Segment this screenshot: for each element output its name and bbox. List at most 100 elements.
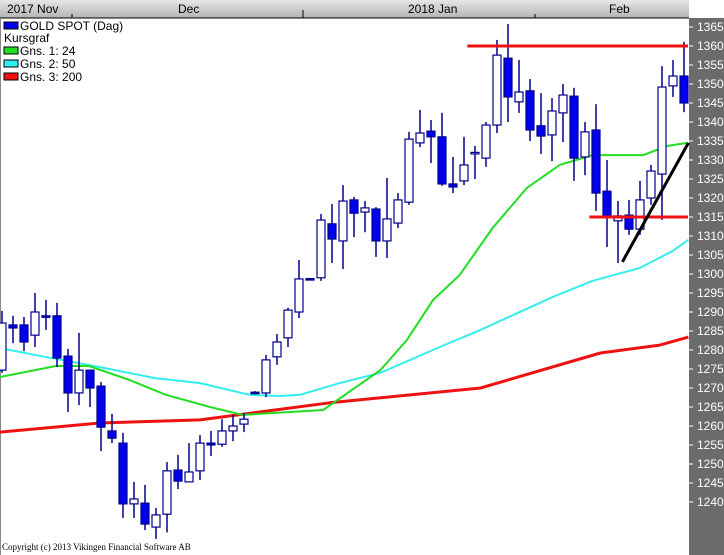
candle <box>74 332 84 406</box>
candle-body <box>96 385 106 428</box>
candle-body <box>294 278 304 313</box>
candle <box>547 98 557 162</box>
candle-body <box>602 190 612 218</box>
date-axis-header <box>0 0 689 18</box>
candle <box>679 41 689 113</box>
axis-corner <box>689 0 724 18</box>
candle <box>184 443 194 483</box>
candle <box>283 307 293 347</box>
y-tick-label: 1330 <box>697 153 724 167</box>
candle-body <box>591 129 601 194</box>
candle-body <box>217 430 227 445</box>
candle <box>41 299 51 330</box>
candle <box>272 334 282 365</box>
candle <box>239 413 249 433</box>
candle <box>140 484 150 531</box>
candle-body <box>404 138 414 203</box>
candle-body <box>173 469 183 482</box>
candle-body <box>338 200 348 242</box>
candle-body <box>305 277 315 281</box>
candle <box>261 354 271 398</box>
legend-swatch-ma50 <box>3 59 19 68</box>
candle <box>107 413 117 444</box>
candle-body <box>8 324 18 329</box>
y-tick-label: 1245 <box>697 476 724 490</box>
candle-body <box>140 502 150 525</box>
annotations <box>467 44 690 263</box>
moving-average-line <box>0 238 689 397</box>
candle-body <box>360 207 370 213</box>
candle <box>173 454 183 490</box>
y-tick-label: 1255 <box>697 438 724 452</box>
candle <box>96 381 106 452</box>
candle <box>536 93 546 154</box>
candle <box>492 39 502 134</box>
x-label-nov: 2017 Nov <box>7 2 58 16</box>
candle <box>327 204 337 263</box>
y-tick-label: 1285 <box>697 324 724 338</box>
y-tick-label: 1265 <box>697 400 724 414</box>
legend-swatch-ma200 <box>3 72 19 81</box>
candle <box>19 316 29 352</box>
candle-body <box>470 151 480 155</box>
candle-body <box>503 57 513 98</box>
candle <box>382 177 392 259</box>
candle-body <box>580 131 590 158</box>
candle <box>228 414 238 442</box>
candle-body <box>63 355 73 394</box>
y-tick-label: 1320 <box>697 191 724 205</box>
candle-body <box>481 124 491 159</box>
candle <box>85 369 95 407</box>
y-tick-label: 1270 <box>697 381 724 395</box>
candle-body <box>206 442 216 446</box>
legend-kursgraf: Kursgraf <box>4 31 50 45</box>
legend-ma200: Gns. 3: 200 <box>20 70 82 84</box>
candle <box>206 430 216 457</box>
y-tick-label: 1360 <box>697 39 724 53</box>
copyright: Copyright (c) 2013 Vikingen Financial So… <box>2 542 191 552</box>
candle <box>316 213 326 281</box>
y-ticks: 1240 1245 1250 1255 1260 1265 1270 1275 1280 1285… <box>689 20 724 509</box>
candle-body <box>162 470 172 515</box>
candle <box>349 196 359 238</box>
legend-ma24: Gns. 1: 24 <box>20 44 76 58</box>
candle-body <box>118 442 128 505</box>
candle <box>52 302 62 368</box>
candle-body <box>19 324 29 343</box>
candle <box>525 79 535 141</box>
candle-body <box>525 90 535 131</box>
candle-body <box>283 309 293 339</box>
candle-body <box>536 125 546 137</box>
trendline <box>621 142 690 263</box>
y-tick-label: 1280 <box>697 343 724 357</box>
candle-body <box>327 223 337 240</box>
candle <box>195 435 205 480</box>
candle <box>503 23 513 122</box>
candle-body <box>184 471 194 483</box>
y-tick-label: 1325 <box>697 172 724 186</box>
y-tick-label: 1365 <box>697 20 724 34</box>
candle-body <box>624 214 634 230</box>
legend-gold-spot: GOLD SPOT (Dag) <box>20 19 123 33</box>
candle-body <box>657 86 667 175</box>
candle-body <box>228 425 238 432</box>
candle-body <box>547 110 557 136</box>
candle-body <box>448 183 458 188</box>
candle-body <box>679 75 689 104</box>
candle <box>0 310 7 373</box>
candle-body <box>272 341 282 358</box>
x-label-dec: Dec <box>178 2 199 16</box>
candle <box>129 481 139 518</box>
y-tick-label: 1355 <box>697 58 724 72</box>
y-tick-label: 1305 <box>697 248 724 262</box>
candle-body <box>151 514 161 528</box>
candle <box>514 60 524 113</box>
candles <box>0 23 689 539</box>
candle-body <box>30 311 40 336</box>
candle-body <box>52 315 62 359</box>
candle <box>481 122 491 167</box>
y-tick-label: 1295 <box>697 286 724 300</box>
candle <box>118 432 128 518</box>
